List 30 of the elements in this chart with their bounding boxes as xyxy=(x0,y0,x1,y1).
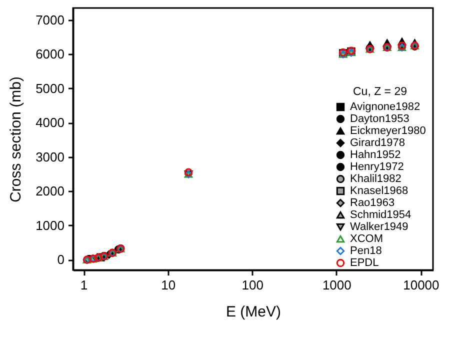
legend-label: EPDL xyxy=(350,257,379,269)
legend-label: Pen18 xyxy=(350,245,382,257)
legend-label: Girard1978 xyxy=(350,137,406,149)
legend-label: Avignone1982 xyxy=(350,101,420,113)
x-tick-label: 10000 xyxy=(403,278,440,292)
y-tick-label: 1000 xyxy=(36,218,64,233)
y-tick-label: 7000 xyxy=(36,12,64,28)
y-tick-label: 5000 xyxy=(36,80,64,96)
y-tick-label: 3000 xyxy=(36,149,64,164)
y-tick-label: 2000 xyxy=(36,184,64,199)
y-tick-label: 6000 xyxy=(36,46,64,62)
legend-label: Eickmeyer1980 xyxy=(350,125,426,137)
legend-label: Khalil1982 xyxy=(350,173,402,185)
y-tick-label: 4000 xyxy=(36,115,64,130)
legend-label: Dayton1953 xyxy=(350,113,410,125)
y-tick-label: 0 xyxy=(57,252,64,268)
x-tick-label: 10 xyxy=(161,278,176,292)
y-axis-title: Cross section (mb) xyxy=(8,76,25,202)
legend-label: Henry1972 xyxy=(350,161,404,173)
legend-label: Schmid1954 xyxy=(350,209,412,221)
x-tick-label: 1000 xyxy=(322,278,352,292)
x-tick-label: 100 xyxy=(242,278,264,292)
legend-label: Hahn1952 xyxy=(350,149,401,161)
x-axis-title: E (MeV) xyxy=(226,304,282,320)
legend-label: XCOM xyxy=(350,233,383,245)
legend-label: Knasel1968 xyxy=(350,185,408,197)
legend-label: Rao1963 xyxy=(350,197,395,209)
legend-title: Cu, Z = 29 xyxy=(352,86,408,98)
x-tick-label: 1 xyxy=(80,278,88,292)
legend-label: Walker1949 xyxy=(350,221,408,233)
